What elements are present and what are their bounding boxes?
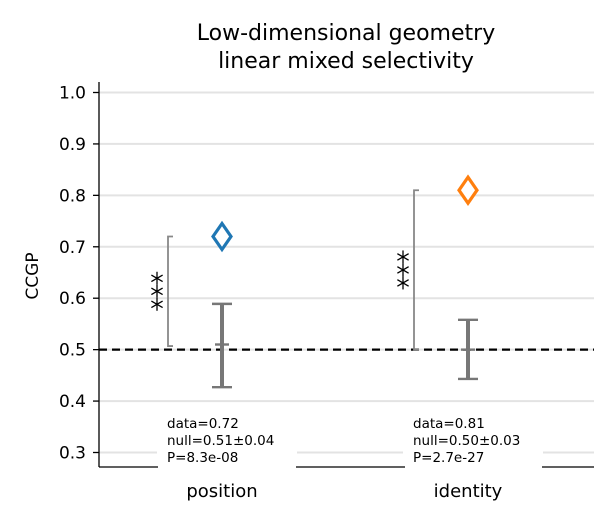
asterisk-stroke: [151, 287, 163, 296]
y-tick-label: 0.7: [59, 238, 86, 258]
y-axis-label: CCGP: [23, 252, 43, 299]
y-tick-label: 0.5: [59, 341, 86, 361]
annotation-line: null=0.50±0.03: [413, 433, 520, 449]
y-tick-label: 0.8: [59, 186, 86, 206]
x-category-label: identity: [434, 481, 503, 502]
chart-title-line-2: linear mixed selectivity: [218, 49, 474, 74]
y-tick-label: 0.4: [59, 392, 86, 412]
significance-bracket: [413, 189, 419, 351]
annotation-line: null=0.51±0.04: [167, 433, 274, 449]
significance-asterisk: [151, 284, 163, 298]
annotation-background: [403, 411, 543, 473]
chart-title-line-1: Low-dimensional geometry: [197, 21, 495, 46]
annotation-line: P=8.3e-08: [167, 450, 238, 466]
annotation-line: P=2.7e-27: [413, 450, 484, 466]
asterisk-stroke: [151, 274, 163, 283]
annotation-line: data=0.72: [167, 416, 239, 432]
y-tick-label: 0.9: [59, 135, 86, 155]
y-tick-label: 0.3: [59, 444, 86, 464]
annotation-line: data=0.81: [413, 416, 485, 432]
asterisk-stroke: [397, 253, 409, 261]
x-category-label: position: [186, 481, 257, 502]
significance-asterisk: [397, 250, 409, 264]
significance-asterisk: [151, 271, 163, 285]
annotation-background: [157, 411, 297, 473]
y-tick-label: 0.6: [59, 289, 86, 309]
asterisk-stroke: [397, 266, 409, 274]
significance-asterisk: [397, 263, 409, 277]
asterisk-stroke: [151, 300, 163, 309]
asterisk-stroke: [397, 279, 409, 287]
data-diamond-marker: [211, 220, 233, 253]
significance-asterisk: [397, 276, 409, 290]
significance-asterisk: [151, 297, 163, 311]
significance-bracket: [167, 235, 173, 347]
y-tick-label: 1.0: [59, 84, 86, 104]
data-diamond-marker: [457, 174, 479, 207]
